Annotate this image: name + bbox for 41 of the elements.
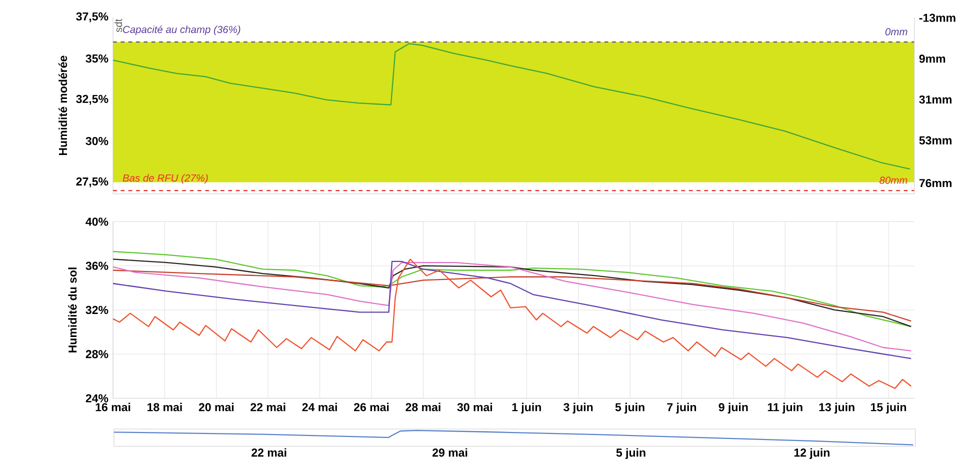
x-tick-label: 30 mai — [457, 402, 492, 412]
x-tick-label: 22 mai — [252, 448, 286, 457]
y-tick-label: 36% — [86, 262, 108, 270]
annotation: sdt — [114, 18, 122, 32]
y2-tick-label: -13mm — [919, 14, 956, 22]
x-tick-label: 9 juin — [718, 402, 748, 414]
y-tick-label: 37,5% — [76, 12, 108, 22]
x-tick-label: 24 mai — [302, 402, 337, 412]
y-tick-label: 24% — [86, 394, 108, 402]
x-tick-label: 26 mai — [354, 402, 389, 412]
x-tick-label: 22 mai — [250, 402, 286, 412]
annotation: 0mm — [885, 28, 908, 36]
x-tick-label: 11 juin — [768, 402, 802, 414]
x-tick-label: 28 mai — [406, 402, 440, 412]
x-tick-label: 20 mai — [198, 402, 234, 412]
y-tick-label: 32% — [86, 306, 108, 314]
y-axis-title: Humidité du sol — [68, 268, 77, 352]
x-tick-label: 29 mai — [432, 448, 468, 457]
x-tick-label: 16 mai — [96, 402, 130, 412]
x-tick-label: 7 juin — [667, 402, 696, 414]
ref-line-label: Capacité au champ (36%) — [123, 25, 240, 36]
y-tick-label: 35% — [86, 54, 108, 63]
y2-tick-label: 31mm — [919, 95, 952, 104]
y2-tick-label: 9mm — [919, 54, 946, 63]
y-axis-title: Humidité modérée — [58, 56, 68, 155]
y-tick-label: 28% — [86, 350, 108, 358]
y-tick-label: 27,5% — [76, 177, 108, 188]
ref-line-label: Bas de RFU (27%) — [122, 174, 208, 184]
x-tick-label: 13 juin — [819, 402, 854, 414]
x-tick-label: 1 juin — [512, 402, 541, 414]
y-tick-label: 32,5% — [76, 94, 108, 105]
x-tick-label: 5 juin — [616, 448, 646, 459]
x-tick-label: 18 mai — [148, 402, 182, 412]
x-tick-label: 12 juin — [794, 448, 830, 459]
y2-tick-label: 76mm — [919, 178, 952, 188]
y2-tick-label: 53mm — [919, 136, 952, 144]
x-tick-label: 3 juin — [564, 402, 593, 414]
x-tick-label: 15 juin — [871, 402, 906, 414]
y-tick-label: 30% — [86, 136, 108, 146]
y-tick-label: 40% — [86, 218, 108, 226]
x-tick-label: 5 juin — [615, 402, 644, 414]
